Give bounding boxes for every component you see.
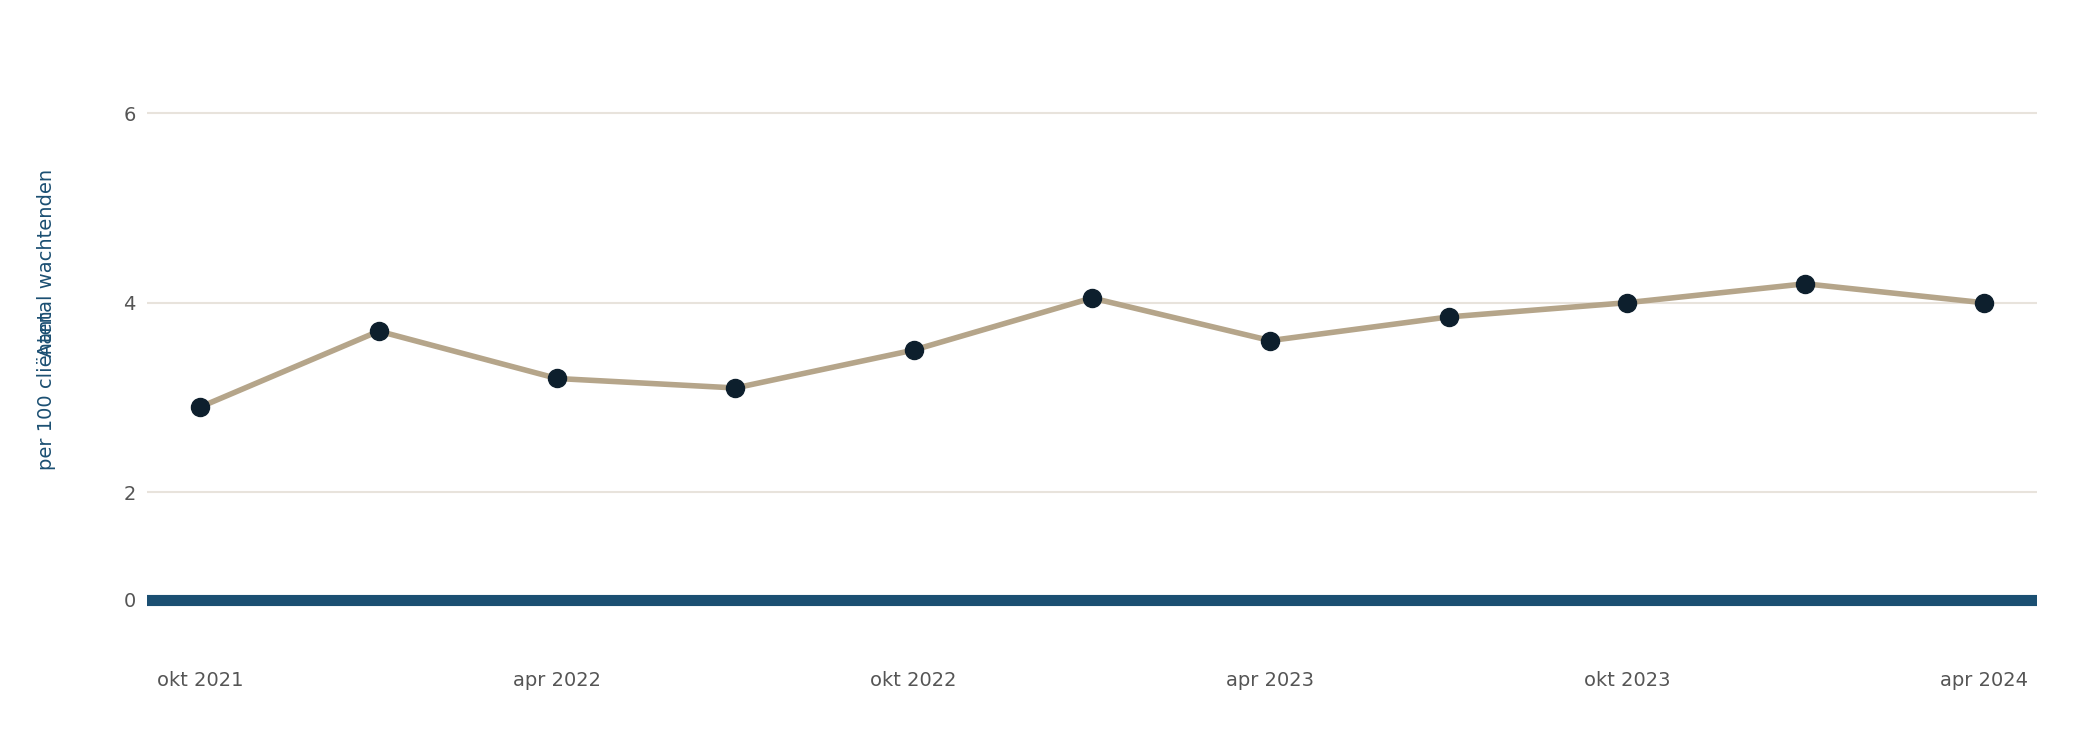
Point (361, 326, 395, 338)
Point (1968, 297, 2001, 309)
Text: Aantal wachtenden: Aantal wachtenden (36, 169, 57, 356)
Point (718, 382, 752, 394)
Text: per 100 cliënten: per 100 cliënten (36, 310, 57, 470)
Point (1611, 297, 1644, 309)
Point (1075, 292, 1109, 304)
Point (1432, 311, 1466, 323)
Point (183, 401, 216, 413)
Point (1254, 334, 1287, 346)
Point (897, 344, 930, 356)
Point (1789, 278, 1823, 290)
Point (540, 373, 573, 385)
